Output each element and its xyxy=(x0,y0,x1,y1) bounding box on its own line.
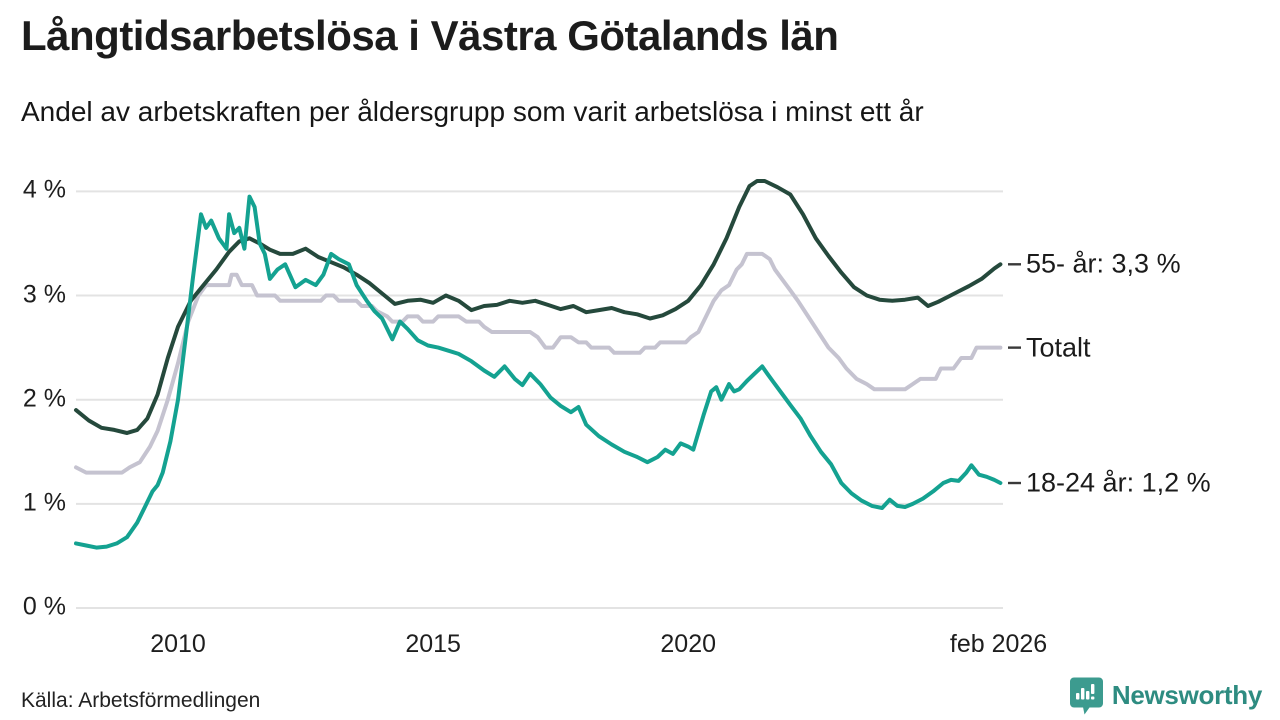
y-tick-label: 3 % xyxy=(22,280,66,309)
source-note: Källa: Arbetsförmedlingen xyxy=(21,689,261,712)
x-tick-label: 2015 xyxy=(405,630,461,658)
y-tick-label: 1 % xyxy=(22,488,66,517)
chart-subtitle: Andel av arbetskraften per åldersgrupp s… xyxy=(21,96,924,127)
newsworthy-logo[interactable]: Newsworthy xyxy=(1069,676,1262,715)
series-label-55-r: 55- år: 3,3 % xyxy=(1026,248,1181,279)
x-tick-label: 2010 xyxy=(150,630,206,658)
y-tick-label: 4 % xyxy=(22,175,66,204)
newsworthy-wordmark: Newsworthy xyxy=(1111,680,1262,710)
x-tick-label: feb 2026 xyxy=(949,630,1048,658)
series-line-totalt xyxy=(74,251,1003,475)
chart-title: Långtidsarbetslösa i Västra Götalands lä… xyxy=(21,12,839,59)
y-tick-label: 0 % xyxy=(22,592,66,621)
series-label-18-24-r: 18-24 år: 1,2 % xyxy=(1026,467,1211,498)
series-label-totalt: Totalt xyxy=(1026,332,1091,363)
newsworthy-pin-icon xyxy=(1069,677,1103,715)
series-line-55-r xyxy=(74,179,1003,435)
y-tick-label: 2 % xyxy=(22,384,66,413)
series-line-18-24-r xyxy=(74,194,1003,550)
x-tick-label: 2020 xyxy=(660,630,717,658)
